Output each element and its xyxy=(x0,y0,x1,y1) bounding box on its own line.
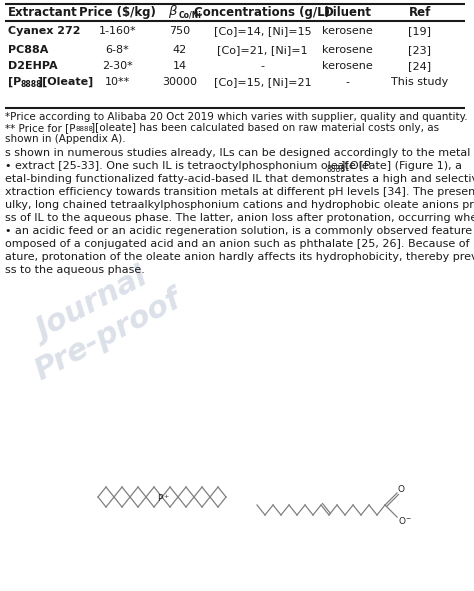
Text: 14: 14 xyxy=(173,61,187,71)
Text: ** Price for [P: ** Price for [P xyxy=(5,123,75,133)
Text: 750: 750 xyxy=(169,27,191,37)
Text: kerosene: kerosene xyxy=(322,45,373,55)
Text: -: - xyxy=(346,77,349,87)
Text: shown in (Appendix A).: shown in (Appendix A). xyxy=(5,134,126,144)
Text: xtraction efficiency towards transition metals at different pH levels [34]. The : xtraction efficiency towards transition … xyxy=(5,187,474,197)
Text: 2-30*: 2-30* xyxy=(102,61,133,71)
Text: O$^{\mathsf{-}}$: O$^{\mathsf{-}}$ xyxy=(398,515,412,525)
Text: etal-binding functionalized fatty-acid-based IL that demonstrates a high and sel: etal-binding functionalized fatty-acid-b… xyxy=(5,174,474,184)
Text: ulky, long chained tetraalkylphosphonium cations and hydrophobic oleate anions p: ulky, long chained tetraalkylphosphonium… xyxy=(5,200,474,210)
Text: ss of IL to the aqueous phase. The latter, anion loss after protonation, occurri: ss of IL to the aqueous phase. The latte… xyxy=(5,213,474,223)
Text: s shown in numerous studies already, ILs can be designed accordingly to the meta: s shown in numerous studies already, ILs… xyxy=(5,148,474,158)
Text: ][Oleate]: ][Oleate] xyxy=(37,77,93,87)
Text: 8888: 8888 xyxy=(76,126,94,132)
Text: D2EHPA: D2EHPA xyxy=(8,61,58,71)
Text: P$^+$: P$^+$ xyxy=(157,492,171,504)
Text: [23]: [23] xyxy=(409,45,431,55)
Text: [Co]=15, [Ni]=21: [Co]=15, [Ni]=21 xyxy=(214,77,311,87)
Text: O: O xyxy=(398,485,405,495)
Text: PC88A: PC88A xyxy=(8,45,48,55)
Text: Cyanex 272: Cyanex 272 xyxy=(8,27,81,37)
Text: ature, protonation of the oleate anion hardly affects its hydrophobicity, thereb: ature, protonation of the oleate anion h… xyxy=(5,252,474,262)
Text: [24]: [24] xyxy=(409,61,431,71)
Text: Co/Ni: Co/Ni xyxy=(179,11,202,20)
Text: [19]: [19] xyxy=(409,27,431,37)
Text: kerosene: kerosene xyxy=(322,27,373,37)
Text: Ref: Ref xyxy=(409,6,431,19)
Text: *Price according to Alibaba 20 Oct 2019 which varies with supplier, quality and : *Price according to Alibaba 20 Oct 2019 … xyxy=(5,112,468,122)
Text: 6-8*: 6-8* xyxy=(106,45,129,55)
Text: ][oleate] has been calculated based on raw material costs only, as: ][oleate] has been calculated based on r… xyxy=(91,123,439,133)
Text: -: - xyxy=(261,61,264,71)
Text: 8888: 8888 xyxy=(327,164,346,174)
Text: ss to the aqueous phase.: ss to the aqueous phase. xyxy=(5,265,145,275)
Text: • extract [25-33]. One such IL is tetraoctylphosphonium oleate [P: • extract [25-33]. One such IL is tetrao… xyxy=(5,161,371,171)
Text: Extractant: Extractant xyxy=(8,6,78,19)
Text: Price ($/kg): Price ($/kg) xyxy=(79,6,156,19)
Text: 42: 42 xyxy=(173,45,187,55)
Text: 8888: 8888 xyxy=(21,80,43,89)
Text: This study: This study xyxy=(392,77,448,87)
Text: • an acidic feed or an acidic regeneration solution, is a commonly observed feat: • an acidic feed or an acidic regenerati… xyxy=(5,226,474,236)
Text: omposed of a conjugated acid and an anion such as phthalate [25, 26]. Because of: omposed of a conjugated acid and an anio… xyxy=(5,239,474,249)
Text: $\beta$: $\beta$ xyxy=(168,3,178,20)
Text: Journal
Pre-proof: Journal Pre-proof xyxy=(14,254,186,386)
Text: 30000: 30000 xyxy=(163,77,198,87)
Text: 1-160*: 1-160* xyxy=(99,27,137,37)
Text: Diluent: Diluent xyxy=(323,6,372,19)
Text: 10**: 10** xyxy=(105,77,130,87)
Text: [Co]=14, [Ni]=15: [Co]=14, [Ni]=15 xyxy=(214,27,311,37)
Text: [P: [P xyxy=(8,77,21,87)
Text: ][Oleate] (Figure 1), a: ][Oleate] (Figure 1), a xyxy=(341,161,462,171)
Text: [Co]=21, [Ni]=1: [Co]=21, [Ni]=1 xyxy=(217,45,308,55)
Text: Concentrations (g/L): Concentrations (g/L) xyxy=(194,6,330,19)
Text: kerosene: kerosene xyxy=(322,61,373,71)
